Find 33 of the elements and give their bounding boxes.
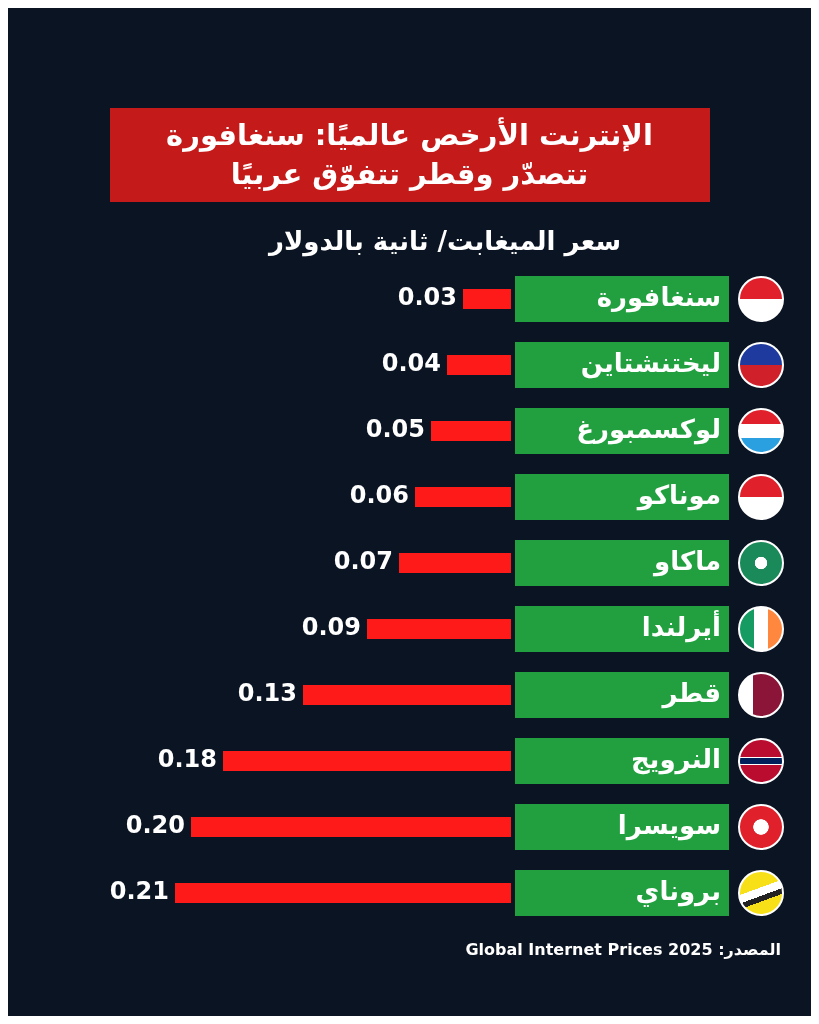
- y-tick-label: ليختنشتاين: [580, 348, 721, 380]
- text: المصدر: Global Internet Prices 2025: [464, 939, 782, 960]
- y-tick-label: لوكسمبورغ: [576, 414, 721, 446]
- bar: [447, 355, 511, 376]
- bar: [399, 553, 511, 574]
- bar: [223, 751, 511, 772]
- y-tick-label: ماكاو: [652, 546, 721, 578]
- chart-subtitle: سعر الميغابت/ ثانية بالدولار: [267, 225, 622, 259]
- y-tick-label: سويسرا: [617, 810, 721, 842]
- data-label: 0.05: [365, 415, 425, 444]
- data-label: 0.03: [397, 283, 457, 312]
- data-label: 0.04: [381, 349, 441, 378]
- bar: [175, 883, 511, 904]
- data-label: 0.21: [109, 877, 169, 906]
- y-tick-label: بروناي: [635, 876, 721, 908]
- bar: [415, 487, 511, 508]
- y-tick-label: موناكو: [635, 480, 721, 512]
- y-tick-label: النرويج: [630, 744, 721, 776]
- data-label: 0.13: [237, 679, 297, 708]
- bar: [303, 685, 511, 706]
- y-tick-label: أيرلندا: [641, 610, 721, 644]
- chart-title: الإنترنت الأرخص عالميًا: سنغافورة تتصدّر وقطر تتفوّق عربيًا: [109, 108, 710, 203]
- bar: [191, 817, 511, 838]
- bar: [463, 289, 511, 310]
- data-label: 0.07: [333, 547, 393, 576]
- bar: [367, 619, 511, 640]
- data-label: 0.20: [125, 811, 185, 840]
- data-label: 0.06: [349, 481, 409, 510]
- data-label: 0.09: [301, 613, 361, 642]
- bar: [431, 421, 511, 442]
- y-tick-label: قطر: [660, 678, 721, 710]
- y-tick-label: سنغافورة: [596, 282, 721, 314]
- data-label: 0.18: [157, 745, 217, 774]
